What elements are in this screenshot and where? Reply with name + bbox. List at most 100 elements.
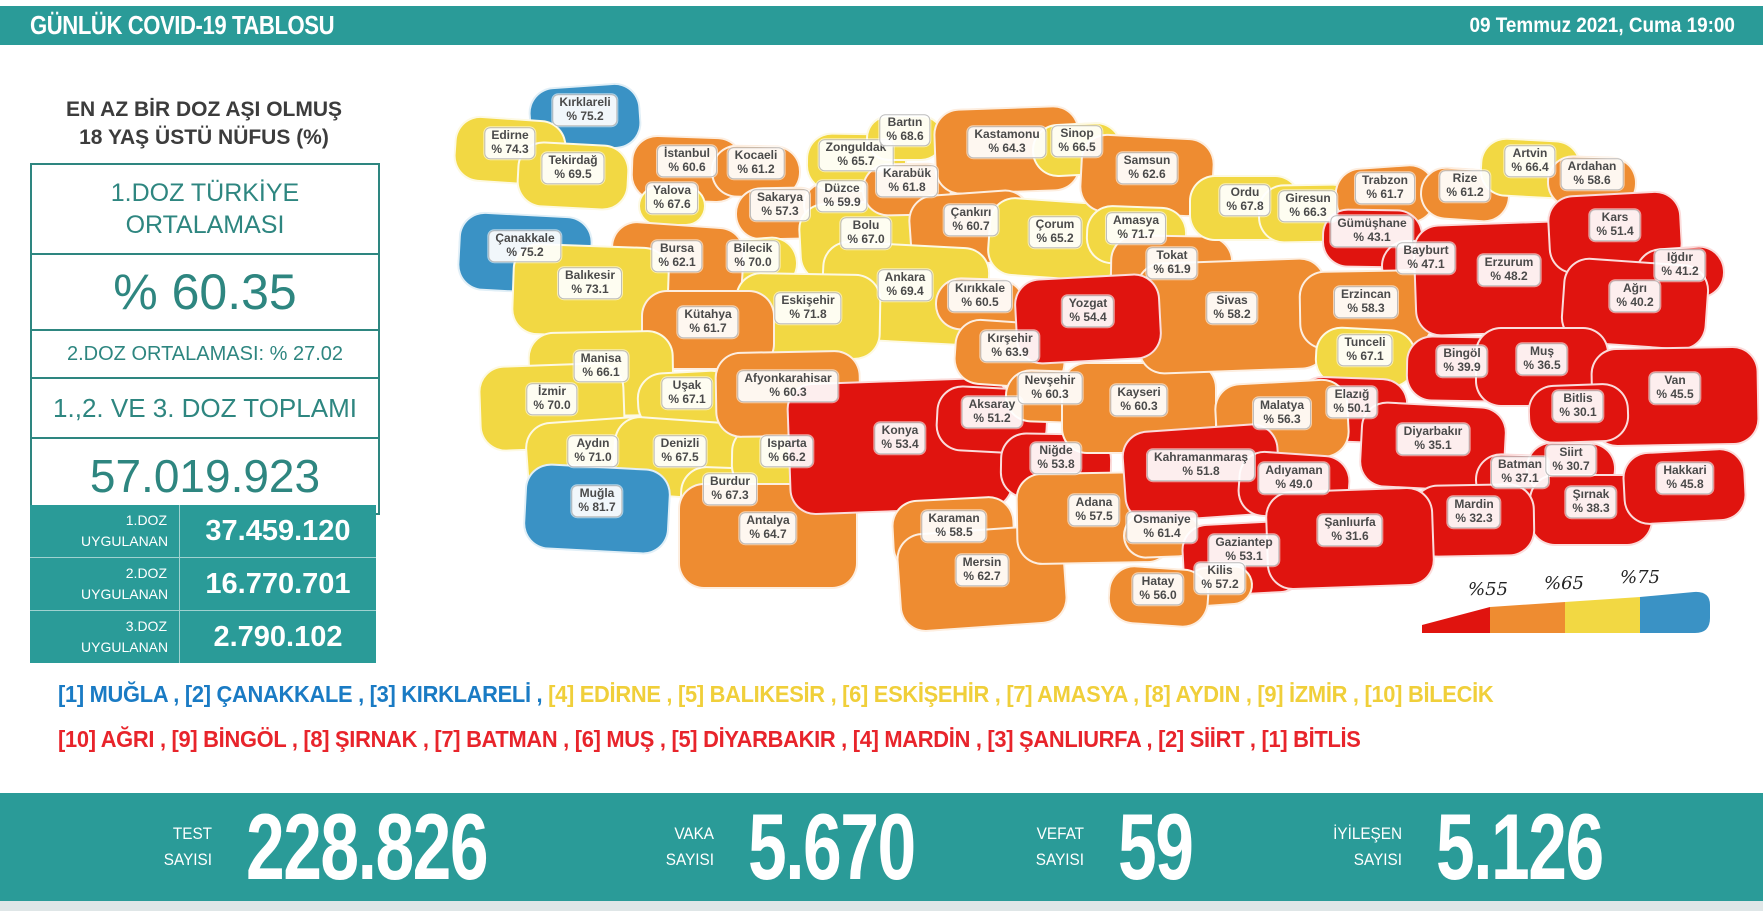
top-provinces-blue: [1] MUĞLA , [2] ÇANAKKALE , [3] KIRKLARE… <box>58 681 543 707</box>
province-label: Malatya % 56.3 <box>1252 397 1312 429</box>
province-label: Aksaray % 51.2 <box>961 396 1023 428</box>
dose2-applied-value: 16.770.701 <box>205 567 351 600</box>
dose2-average-line: 2.DOZ ORTALAMASI: % 27.02 <box>32 329 378 377</box>
legend-label-75: %75 <box>1620 567 1660 588</box>
province-label: Erzurum % 48.2 <box>1477 254 1541 286</box>
province-label: Artvin % 66.4 <box>1504 145 1556 177</box>
bottom-provinces-red: [10] AĞRI , [9] BİNGÖL , [8] ŞIRNAK , [7… <box>58 726 1361 752</box>
province-label: Kocaeli % 61.2 <box>727 147 785 179</box>
province-label: Çanakkale % 75.2 <box>488 230 562 262</box>
province-label: Iğdır % 41.2 <box>1654 249 1706 281</box>
table-row: 2.DOZ UYGULANAN 16.770.701 <box>30 557 376 610</box>
legend-label-65: %65 <box>1544 573 1584 594</box>
province-label: Uşak % 67.1 <box>661 377 713 409</box>
table-row: 1.DOZ UYGULANAN 37.459.120 <box>30 505 376 557</box>
province-label: Bolu % 67.0 <box>840 217 892 249</box>
province-label: Kahramanmaraş % 51.8 <box>1146 449 1256 481</box>
province-label: Ankara % 69.4 <box>877 269 933 301</box>
report-datetime: 09 Temmuz 2021, Cuma 19:00 <box>1469 13 1735 37</box>
stat-test-label: TEST SAYISI <box>163 823 212 869</box>
province-label: Nevşehir % 60.3 <box>1017 372 1083 404</box>
top-provinces-ranking: [1] MUĞLA , [2] ÇANAKKALE , [3] KIRKLARE… <box>58 681 1673 708</box>
province-label: Kastamonu % 64.3 <box>967 126 1047 158</box>
dose3-applied-label: 3.DOZ UYGULANAN <box>30 611 180 663</box>
province-label: Gaziantep % 53.1 <box>1208 534 1280 566</box>
province-label: Tekirdağ % 69.5 <box>541 152 605 184</box>
total-doses-label: 1.,2. VE 3. DOZ TOPLAMI <box>32 377 378 437</box>
legend-segment-yellow <box>1565 597 1640 633</box>
stat-vefat-label: VEFAT SAYISI <box>1035 823 1084 869</box>
bottom-provinces-ranking: [10] AĞRI , [9] BİNGÖL , [8] ŞIRNAK , [7… <box>58 726 1673 753</box>
province-label: Sivas % 58.2 <box>1206 292 1258 324</box>
dose1-average-label: 1.DOZ TÜRKİYE ORTALAMASI <box>110 178 300 240</box>
stat-iyilesen: İYİLEŞEN SAYISI 5.126 <box>1318 793 1661 901</box>
stat-test: TEST SAYISI 228.826 <box>128 793 572 901</box>
province-label: Mardin % 32.3 <box>1447 496 1501 528</box>
province-label: Burdur % 67.3 <box>703 473 757 505</box>
province-label: Yalova % 67.6 <box>645 182 699 214</box>
province-label: Bitlis % 30.1 <box>1552 390 1604 422</box>
province-label: Siirt % 30.7 <box>1545 444 1597 476</box>
province-label: Tokat % 61.9 <box>1146 247 1198 279</box>
vaccination-summary-box: 1.DOZ TÜRKİYE ORTALAMASI % 60.35 2.DOZ O… <box>30 163 380 515</box>
province-label: Adana % 57.5 <box>1068 494 1120 526</box>
legend-segment-blue <box>1640 591 1710 633</box>
province-label: Elazığ % 50.1 <box>1326 386 1378 418</box>
legend-segment-orange <box>1490 602 1565 633</box>
province-label: Denizli % 67.5 <box>653 435 707 467</box>
province-label: Hatay % 56.0 <box>1132 573 1184 605</box>
legend-label-55: %55 <box>1468 579 1508 600</box>
province-label: İstanbul % 60.6 <box>656 145 718 177</box>
province-label: Trabzon % 61.7 <box>1354 172 1416 204</box>
province-label: Ordu % 67.8 <box>1219 184 1271 216</box>
province-label: Niğde % 53.8 <box>1030 442 1082 474</box>
page-title: GÜNLÜK COVID-19 TABLOSU <box>30 10 335 40</box>
province-label: Tunceli % 67.1 <box>1337 334 1393 366</box>
total-doses-value: 57.019.923 <box>32 437 378 513</box>
province-label: Ardahan % 58.6 <box>1560 158 1624 190</box>
province-label: Hakkari % 45.8 <box>1656 462 1714 494</box>
province-label: Amasya % 71.7 <box>1105 212 1167 244</box>
legend-segment-red <box>1422 607 1490 633</box>
province-label: Sakarya % 57.3 <box>749 189 811 221</box>
province-label: Konya % 53.4 <box>874 422 926 454</box>
province-label: Kilis % 57.2 <box>1194 562 1246 594</box>
province-label: Van % 45.5 <box>1649 372 1701 404</box>
daily-stats-bar: TEST SAYISI 228.826 VAKA SAYISI 5.670 VE… <box>0 793 1763 901</box>
province-label: Bartın % 68.6 <box>879 114 931 146</box>
province-label: Karabük % 61.8 <box>875 165 939 197</box>
dose1-average-value: % 60.35 <box>32 253 378 329</box>
province-label: Düzce % 59.9 <box>816 180 868 212</box>
province-label: Kars % 51.4 <box>1589 209 1641 241</box>
province-label: Kırıkkale % 60.5 <box>947 280 1013 312</box>
stat-vaka-label: VAKA SAYISI <box>665 823 714 869</box>
stat-iyilesen-value: 5.126 <box>1436 794 1604 899</box>
stat-vefat-value: 59 <box>1118 794 1194 899</box>
province-label: Samsun % 62.6 <box>1116 152 1178 184</box>
province-label: Adıyaman % 49.0 <box>1258 462 1330 494</box>
province-label: Isparta % 66.2 <box>760 435 814 467</box>
doses-table: 1.DOZ UYGULANAN 37.459.120 2.DOZ UYGULAN… <box>30 505 376 663</box>
province-label: Sinop % 66.5 <box>1051 125 1103 157</box>
province-label: Batman % 37.1 <box>1490 456 1550 488</box>
province-label: Şanlıurfa % 31.6 <box>1317 514 1383 546</box>
legend: %55 %65 %75 <box>1422 567 1710 633</box>
table-row: 3.DOZ UYGULANAN 2.790.102 <box>30 610 376 663</box>
province-label: Kırklareli % 75.2 <box>552 94 618 126</box>
province-label: Bayburt % 47.1 <box>1396 242 1456 274</box>
turkey-choropleth-map: Kırklareli % 75.2 Edirne % 74.3 Tekirdağ %… <box>0 50 1763 665</box>
province-label: Balıkesir % 73.1 <box>557 267 623 299</box>
top-header-bar: GÜNLÜK COVID-19 TABLOSU 09 Temmuz 2021, … <box>0 6 1763 45</box>
top-provinces-yellow: [4] EDİRNE , [5] BALIKESİR , [6] ESKİŞEH… <box>542 681 1494 707</box>
bottom-strip <box>0 901 1763 911</box>
province-label: İzmir % 70.0 <box>526 383 578 415</box>
dose1-applied-label: 1.DOZ UYGULANAN <box>30 505 180 557</box>
province-label: Kütahya % 61.7 <box>677 306 739 338</box>
province-label: Manisa % 66.1 <box>573 350 629 382</box>
province-label: Yozgat % 54.4 <box>1061 295 1115 327</box>
province-label: Osmaniye % 61.4 <box>1126 511 1198 543</box>
province-label: Diyarbakır % 35.1 <box>1396 423 1470 455</box>
province-label: Erzincan % 58.3 <box>1333 286 1399 318</box>
province-label: Karaman % 58.5 <box>921 510 987 542</box>
vaccination-panel-title: EN AZ BİR DOZ AŞI OLMUŞ 18 YAŞ ÜSTÜ NÜFU… <box>65 98 343 150</box>
